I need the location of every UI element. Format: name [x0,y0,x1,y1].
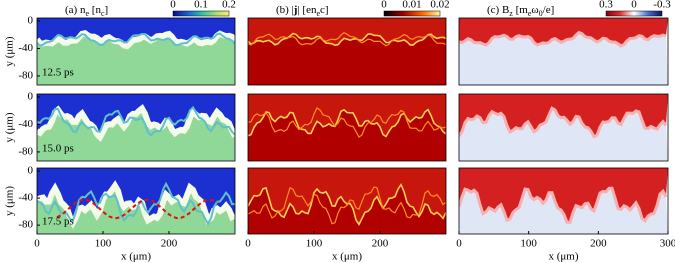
panel-title: (b) |j| [enec] [276,4,329,19]
edge [459,186,668,224]
x-tick-label: 200 [372,238,389,250]
edge [37,29,235,50]
title-part: ω [531,4,538,16]
lower [459,188,668,234]
x-axis-label: x (μm) [332,251,362,263]
colorbar-tick-label: 0 [381,0,387,11]
x-tick-label: 300 [660,238,675,250]
title-part: e [316,9,320,18]
colorbar [605,10,663,17]
x-tick-label: 100 [520,238,537,250]
heatmap [248,18,446,85]
colorbar-tick-label: 0.02 [430,0,449,11]
time-label: 12.5 ps [42,67,74,79]
title-part: [n [89,4,101,16]
title-part: (c) B [487,4,509,16]
filament [248,32,446,47]
heatmap [459,94,668,161]
title-part: | [en [297,4,316,16]
title-part: /e] [543,4,555,16]
frame [36,93,236,162]
x-tick-label: 0 [456,238,462,250]
colorbar-tick-label: 0 [170,0,176,11]
edge [37,105,235,137]
heatmap [37,18,235,85]
y-tick-label: 0 [28,165,34,177]
title-part: c [101,9,105,18]
colorbar [383,10,441,17]
heatmap [37,94,235,161]
frame [247,93,447,162]
x-tick-label: 0 [34,238,40,250]
frame [247,17,447,86]
colorbar-tick-label: 0.2 [222,0,236,11]
y-tick-label: -40 [18,42,33,54]
title-part: ] [105,4,109,16]
y-tick-label: -80 [18,219,33,231]
y-tick-label: -40 [18,118,33,130]
filament [248,183,446,226]
title-part: (a) n [65,4,86,16]
frame [36,167,236,235]
edge [37,181,235,226]
title-part: e [528,9,532,18]
colorbar-tick-label: 0.01 [402,0,421,11]
x-tick-label: 100 [306,238,323,250]
x-tick-label: 0 [245,238,251,250]
colorbar [172,10,230,17]
heatmap [248,94,446,161]
colorbar-tick-label: 0.1 [194,0,208,11]
upper [459,168,668,223]
title-part: 0 [539,9,543,18]
filament [248,31,446,47]
frame [458,167,669,235]
frame [247,167,447,235]
colorbar-tick-label: 0.3 [599,0,613,11]
filament [248,108,446,138]
time-label: 17.5 ps [42,216,74,228]
title-part: [m [513,4,528,16]
edge [37,32,235,47]
title-part: e [85,9,89,18]
title-part: c] [320,4,329,16]
y-tick-label: -80 [18,145,33,157]
upper [248,168,446,225]
colorbar-tick-label: 0 [631,0,637,11]
title-part: j [293,4,298,16]
title-part: z [509,9,513,18]
upper [248,94,446,137]
edge [459,106,668,139]
filament [248,107,446,138]
panel-title: (a) ne [nc] [65,4,108,19]
colorbar-tick-label: -0.3 [653,0,671,11]
x-tick-label: 200 [161,238,178,250]
heatmap [459,168,668,234]
lower [459,32,668,85]
filament [248,186,446,225]
edge [37,103,235,142]
frame [458,17,669,86]
x-axis-label: x (μm) [548,251,578,263]
frame [458,93,669,162]
x-axis-label: x (μm) [121,251,151,263]
x-tick-label: 200 [590,238,607,250]
x-tick-label: 100 [95,238,112,250]
title-part: (b) | [276,4,294,16]
panel-title: (c) Bz [meω0/e] [487,4,554,19]
heatmap [248,168,446,234]
y-tick-label: 0 [28,15,34,27]
y-tick-label: -40 [18,192,33,204]
y-axis-label: y (μm) [4,186,16,216]
y-tick-label: 0 [28,91,34,103]
y-tick-label: -80 [18,69,33,81]
y-axis-label: y (μm) [4,36,16,66]
heatmap [459,18,668,85]
time-label: 15.0 ps [42,143,74,155]
frame [36,17,236,86]
upper [459,94,668,137]
y-axis-label: y (μm) [4,112,16,142]
edge [459,30,667,48]
